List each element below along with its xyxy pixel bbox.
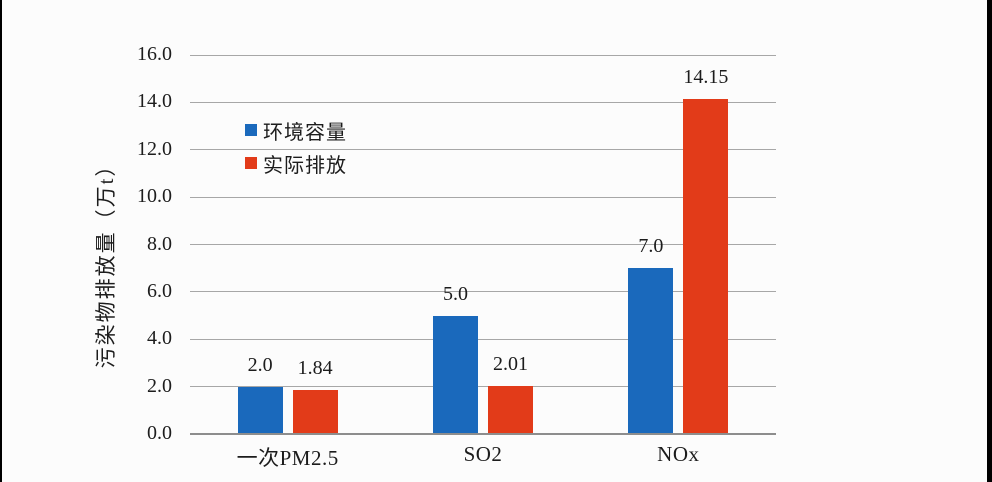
legend-label-actual: 实际排放 bbox=[263, 154, 347, 177]
bar-actual-so2 bbox=[488, 386, 533, 434]
legend: 环境容量 实际排放 bbox=[245, 117, 347, 177]
bar-value-label-capacity-pm25: 2.0 bbox=[247, 353, 273, 376]
y-tick-label-12.0: 12.0 bbox=[137, 137, 172, 160]
x-axis-tick-labels: 一次PM2.5 SO2 NOx bbox=[190, 442, 776, 474]
gridline-16.0 bbox=[190, 54, 776, 56]
bar-capacity-so2 bbox=[433, 315, 478, 434]
bar-value-label-actual-so2: 2.01 bbox=[493, 353, 528, 376]
x-axis-line bbox=[190, 433, 776, 435]
bar-actual-pm25 bbox=[292, 390, 338, 434]
x-tick-label-nox: NOx bbox=[657, 442, 700, 466]
y-tick-label-10.0: 10.0 bbox=[137, 185, 172, 208]
bar-capacity-pm25 bbox=[237, 386, 283, 434]
y-tick-label-2.0: 2.0 bbox=[147, 374, 172, 397]
bar-actual-nox bbox=[683, 98, 729, 434]
x-tick-label-pm25: 一次PM2.5 bbox=[236, 446, 339, 470]
legend-item-capacity: 环境容量 bbox=[245, 117, 347, 144]
gridline-6.0 bbox=[190, 291, 776, 293]
gridline-14.0 bbox=[190, 101, 776, 103]
gridline-12.0 bbox=[190, 149, 776, 151]
legend-label-capacity: 环境容量 bbox=[263, 121, 347, 144]
bar-value-label-capacity-nox: 7.0 bbox=[638, 235, 664, 258]
legend-swatch-actual-icon bbox=[245, 157, 257, 169]
gridline-2.0 bbox=[190, 386, 776, 388]
plot-area: 环境容量 实际排放 2.0 1.84 5.0 2.01 7.0 14.15 bbox=[190, 54, 776, 435]
bar-capacity-nox bbox=[628, 268, 674, 434]
legend-item-actual: 实际排放 bbox=[245, 150, 347, 177]
legend-swatch-capacity-icon bbox=[245, 124, 257, 136]
gridline-8.0 bbox=[190, 244, 776, 245]
y-tick-label-8.0: 8.0 bbox=[147, 232, 172, 255]
gridline-4.0 bbox=[190, 338, 776, 340]
y-tick-label-0.0: 0.0 bbox=[147, 422, 172, 445]
x-tick-label-so2: SO2 bbox=[463, 442, 503, 466]
y-tick-label-14.0: 14.0 bbox=[137, 90, 172, 113]
bar-value-label-actual-nox: 14.15 bbox=[683, 65, 729, 88]
gridline-10.0 bbox=[190, 196, 776, 198]
bar-value-label-actual-pm25: 1.84 bbox=[297, 357, 333, 380]
right-edge-bar bbox=[987, 0, 992, 482]
y-tick-label-16.0: 16.0 bbox=[137, 43, 172, 66]
left-edge-bar bbox=[0, 0, 2, 482]
y-tick-label-6.0: 6.0 bbox=[147, 279, 172, 302]
bar-value-label-capacity-so2: 5.0 bbox=[443, 282, 468, 305]
y-axis-tick-labels: 0.0 2.0 4.0 6.0 8.0 10.0 12.0 14.0 16.0 bbox=[0, 43, 172, 444]
y-tick-label-4.0: 4.0 bbox=[147, 327, 172, 350]
